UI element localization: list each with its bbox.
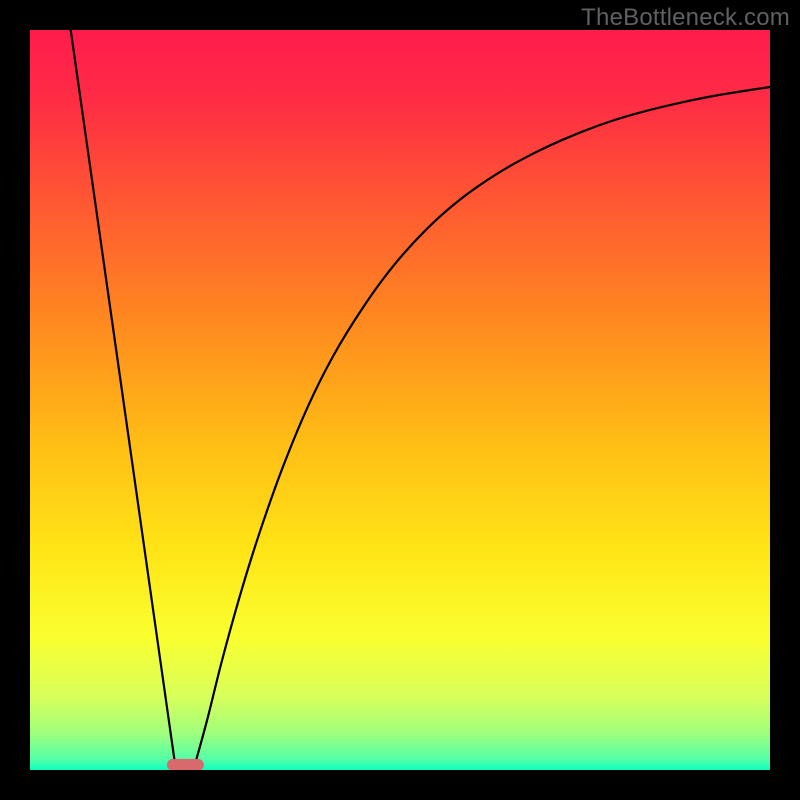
- gradient-background: [30, 30, 770, 770]
- chart-frame: TheBottleneck.com: [0, 0, 800, 800]
- bottleneck-chart: [0, 0, 800, 800]
- valley-marker: [167, 759, 204, 771]
